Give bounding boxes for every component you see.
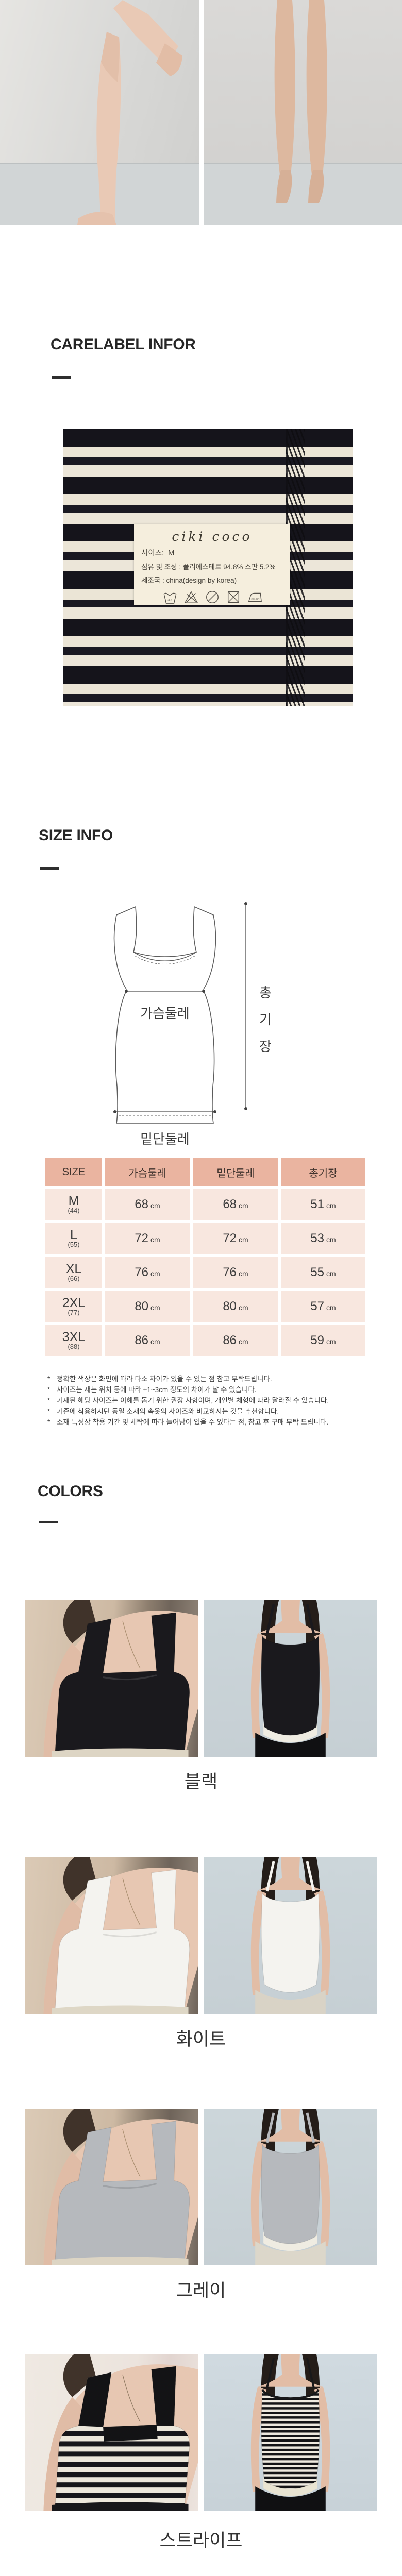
color-photo-row-black [25,1600,377,1757]
legs-illustration-back [274,0,327,203]
hem-label: 밑단둘레 [140,1131,190,1147]
color-photo-row-white [25,1857,377,2014]
color-name-stripe: 스트라이프 [159,2531,243,2551]
size-code: (55) [68,1240,80,1248]
no-bleach-icon [184,591,198,603]
color-name-black: 블랙 [184,1772,218,1792]
dryclean-icon [206,591,219,603]
tank-outline [113,906,216,1124]
note-line: * 기재된 해당 사이즈는 이해를 돕기 위한 권장 사항이며, 개인별 체형에 … [47,1397,329,1404]
note-line: * 정확한 색상은 화면에 따라 다소 차이가 있을 수 있는 점 참고 부탁드립… [47,1375,272,1383]
stripe-model-photo [204,2354,377,2511]
size-diagram: 가슴둘레 밑단둘레 총 기 장 [113,902,272,1147]
care-fabric-line: 섬유 및 조성 : 폴리에스테르 94.8% 스판 5.2% [141,563,276,571]
size-name: 2XL [62,1295,86,1310]
gray-model-photo [204,2109,377,2265]
table-row: 2XL (77) 80 cm 80 cm 57 cm [45,1291,365,1322]
care-icons-row: 30 80-120 [141,589,283,605]
col-header-chest: 가슴둘레 [105,1158,190,1186]
size-table: SIZE 가슴둘레 밑단둘레 총기장 M (44) 68 cm 68 cm 51 cm … [45,1158,365,1359]
carelabel-section-title: CARELABEL INFOR [51,336,196,353]
hero-photo-front-leg [0,0,199,225]
table-row: L (55) 72 cm 72 cm 53 cm [45,1223,365,1254]
stripe-closeup-photo [25,2354,198,2511]
no-tumble-dry-icon [227,591,239,603]
color-photo-row-gray [25,2109,377,2265]
legs-illustration-front [77,0,182,225]
length-label-char1: 총 [259,985,272,1001]
size-code: (77) [68,1308,80,1316]
col-header-hem: 밑단둘레 [193,1158,278,1186]
color-name-white: 화이트 [176,2029,226,2049]
length-label-char2: 기 [259,1012,272,1027]
size-section-title: SIZE INFO [39,827,113,844]
colors-title-dash [39,1521,58,1523]
size-code: (66) [68,1274,80,1282]
colors-section-title: COLORS [38,1483,103,1500]
col-header-length: 총기장 [281,1158,365,1186]
neck-band-line [133,952,197,962]
gray-closeup-photo [25,2109,198,2265]
carelabel-title-dash [52,376,71,379]
col-header-size: SIZE [45,1158,102,1186]
table-row: 3XL (88) 86 cm 86 cm 59 cm [45,1325,365,1356]
color-photo-row-stripe [25,2354,377,2511]
size-name: M [68,1193,79,1208]
length-label-char3: 장 [259,1039,272,1054]
note-line: * 사이즈는 재는 위치 등에 따라 ±1~3cm 정도의 차이가 날 수 있습니… [47,1386,257,1394]
note-line: * 기존에 착용하시던 동일 소재의 속옷의 사이즈와 비교하시는 것을 추천합니… [47,1408,279,1415]
white-model-photo [204,1857,377,2014]
svg-text:30: 30 [167,599,172,602]
size-title-dash [40,867,59,870]
size-code: (44) [68,1206,80,1214]
table-row: M (44) 68 cm 68 cm 51 cm [45,1189,365,1220]
care-size-line: 사이즈: M [141,547,283,558]
table-row: XL (66) 76 cm 76 cm 55 cm [45,1257,365,1288]
size-name: L [70,1227,77,1242]
size-table-body: M (44) 68 cm 68 cm 51 cm L (55) 72 cm 72 cm 53 c… [45,1189,365,1356]
size-notes: * 정확한 색상은 화면에 따라 다소 차이가 있을 수 있는 점 참고 부탁드립… [47,1374,377,1428]
brand-name: ciki coco [172,529,253,544]
hero-photo-row [0,0,402,225]
size-code: (88) [68,1342,80,1350]
hero-photo-back-leg [203,0,402,225]
svg-text:80-120: 80-120 [251,598,260,601]
care-origin-line: 제조국 : china(design by korea) [141,577,237,584]
handwash-30-icon: 30 [163,592,177,604]
iron-low-icon: 80-120 [248,592,262,602]
black-model-photo [204,1600,377,1757]
white-closeup-photo [25,1857,198,2014]
chest-label: 가슴둘레 [140,1006,190,1021]
size-table-header-row: SIZE 가슴둘레 밑단둘레 총기장 [45,1158,365,1186]
care-size-value: M [168,549,175,557]
studio-floor [203,163,402,225]
care-label-photo: ciki coco 사이즈: M 섬유 및 조성 : 폴리에스테르 94.8% … [63,429,353,706]
color-name-gray: 그레이 [176,2281,226,2301]
black-closeup-photo [25,1600,198,1757]
size-name: XL [65,1261,82,1276]
care-size-label: 사이즈: [141,549,164,557]
note-line: * 소재 특성상 착용 기간 및 세탁에 따라 늘어남이 있을 수 있다는 점, … [47,1418,329,1426]
size-name: 3XL [62,1329,86,1344]
care-label-card: ciki coco 사이즈: M 섬유 및 조성 : 폴리에스테르 94.8% … [134,524,290,605]
